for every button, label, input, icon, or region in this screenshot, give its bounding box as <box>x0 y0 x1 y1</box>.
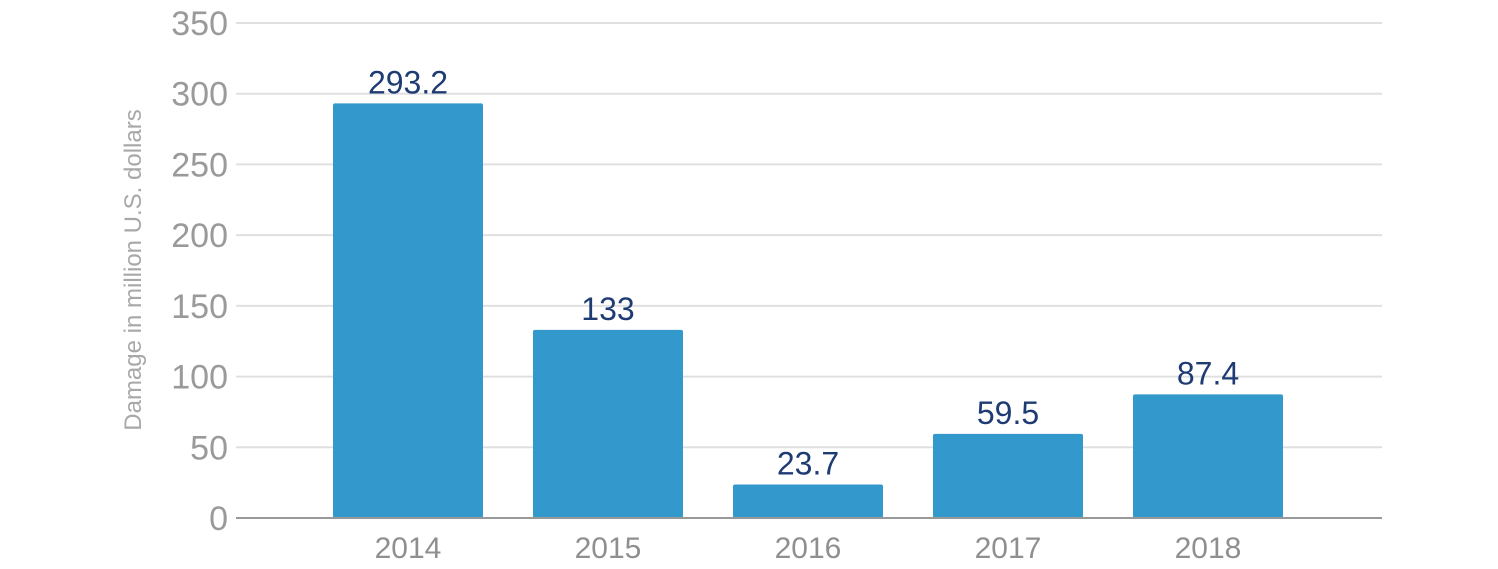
value-labels: 293.2 133 23.7 59.5 87.4 <box>368 64 1239 481</box>
data-label: 23.7 <box>777 445 839 481</box>
bar <box>1133 394 1283 518</box>
y-tick-label: 50 <box>190 429 228 467</box>
y-axis-ticks: 0 50 100 150 200 250 300 350 <box>171 5 228 538</box>
data-label: 59.5 <box>977 395 1039 431</box>
y-tick-label: 100 <box>171 359 228 397</box>
bar <box>733 484 883 518</box>
x-tick-label: 2016 <box>775 532 842 565</box>
y-tick-label: 0 <box>209 500 228 538</box>
y-tick-label: 200 <box>171 217 228 255</box>
bar <box>933 433 1083 518</box>
x-tick-label: 2018 <box>1175 532 1242 565</box>
y-tick-label: 150 <box>171 288 228 326</box>
data-label: 87.4 <box>1177 355 1239 391</box>
x-axis-ticks: 2014 2015 2016 2017 2018 <box>375 532 1242 565</box>
y-axis-title: Damage in million U.S. dollars <box>120 109 147 430</box>
data-label: 293.2 <box>368 64 448 100</box>
bars <box>333 103 1283 519</box>
x-tick-label: 2015 <box>575 532 642 565</box>
bar <box>533 329 683 518</box>
x-tick-label: 2017 <box>975 532 1042 565</box>
data-label: 133 <box>581 291 634 327</box>
bar <box>333 103 483 519</box>
y-tick-label: 250 <box>171 146 228 184</box>
x-tick-label: 2014 <box>375 532 442 565</box>
y-tick-label: 350 <box>171 5 228 43</box>
y-tick-label: 300 <box>171 76 228 114</box>
